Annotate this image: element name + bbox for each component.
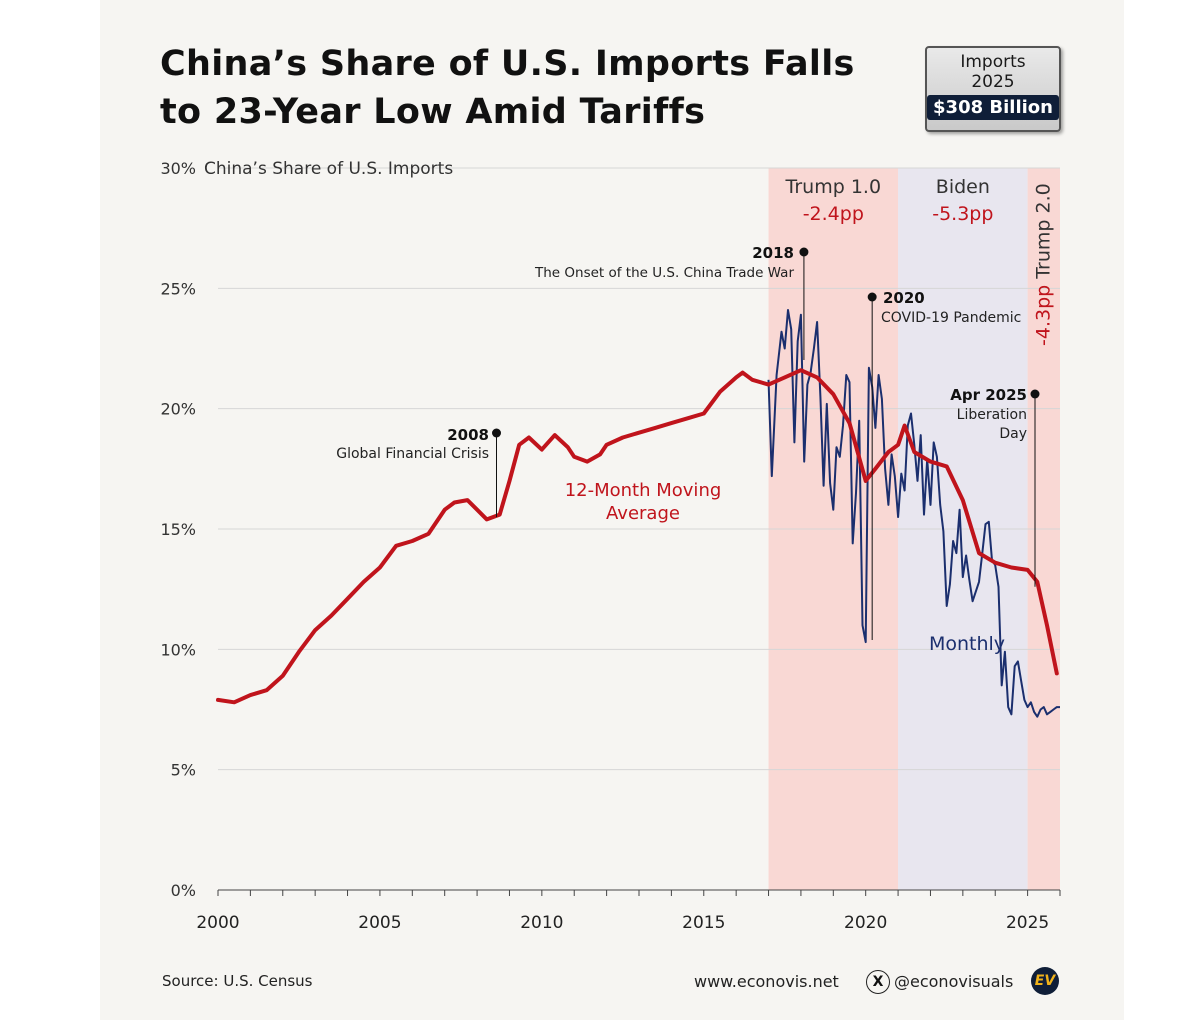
annotation-apr2025-text-2: Day [999, 426, 1027, 442]
series-line-monthly [767, 309, 1060, 718]
y-tick-label: 0% [171, 881, 196, 900]
annotation-2020-year: 2020 [883, 289, 925, 307]
social-handle[interactable]: @econovisuals [894, 972, 1014, 991]
annotation-2008-year: 2008 [447, 426, 489, 444]
annotation-apr2025-text-1: Liberation [957, 407, 1027, 423]
y-tick-label: 15% [160, 520, 196, 539]
title-line-2: to 23-Year Low Amid Tariffs [160, 92, 706, 132]
y-tick-label: 30% [160, 159, 196, 178]
x-tick-label: 2020 [844, 913, 887, 933]
website-link[interactable]: www.econovis.net [694, 972, 839, 991]
annotation-2008-text: Global Financial Crisis [336, 446, 489, 462]
annotation-2018-year: 2018 [752, 244, 794, 262]
period-label-trump1: Trump 1.0 [785, 176, 882, 198]
x-tick-label: 2015 [682, 913, 725, 933]
period-label-biden: Biden [936, 176, 990, 198]
series-line-moving-average [216, 368, 1059, 705]
x-tick-label: 2005 [358, 913, 401, 933]
source-note: Source: U.S. Census [162, 972, 313, 990]
annotation-apr2025-year: Apr 2025 [950, 386, 1027, 404]
imports-badge: Imports 2025 $308 Billion [925, 46, 1061, 132]
y-axis-label: China’s Share of U.S. Imports [204, 159, 453, 179]
period-change-trump1: -2.4pp [803, 203, 864, 225]
y-tick-label: 5% [171, 761, 196, 780]
annotation-2018-text: The Onset of the U.S. China Trade War [534, 265, 794, 281]
y-tick-label: 10% [160, 640, 196, 659]
period-label-trump2: -4.3pp Trump 2.0 [1033, 183, 1055, 346]
series-label-moving-average-1: 12-Month Moving [565, 480, 722, 501]
y-tick-label: 20% [160, 400, 196, 419]
x-tick-label: 2025 [1006, 913, 1049, 933]
brand-logo-icon: EV [1031, 967, 1059, 995]
period-change-biden: -5.3pp [932, 203, 993, 225]
x-logo-icon: X [866, 970, 890, 994]
annotation-2020-dot [867, 292, 877, 302]
y-tick-label: 25% [160, 279, 196, 298]
badge-line-1: Imports [960, 52, 1026, 72]
title-line-1: China’s Share of U.S. Imports Falls [160, 44, 855, 84]
x-tick-label: 2010 [520, 913, 563, 933]
annotation-apr2025-dot [1030, 389, 1040, 399]
badge-value: $308 Billion [927, 95, 1059, 120]
series-label-monthly: Monthly [929, 633, 1005, 655]
series-label-moving-average-2: Average [606, 503, 680, 524]
x-tick-label: 2000 [196, 913, 239, 933]
period-change-trump2: -4.3pp [1033, 279, 1055, 346]
annotation-2020-text: COVID-19 Pandemic [881, 310, 1021, 326]
chart-title: China’s Share of U.S. Imports Falls to 2… [160, 40, 855, 136]
badge-line-2: 2025 [971, 72, 1015, 92]
annotation-2008-dot [492, 428, 502, 438]
period-name-trump2: Trump 2.0 [1033, 183, 1055, 280]
annotation-2018-dot [799, 247, 809, 257]
